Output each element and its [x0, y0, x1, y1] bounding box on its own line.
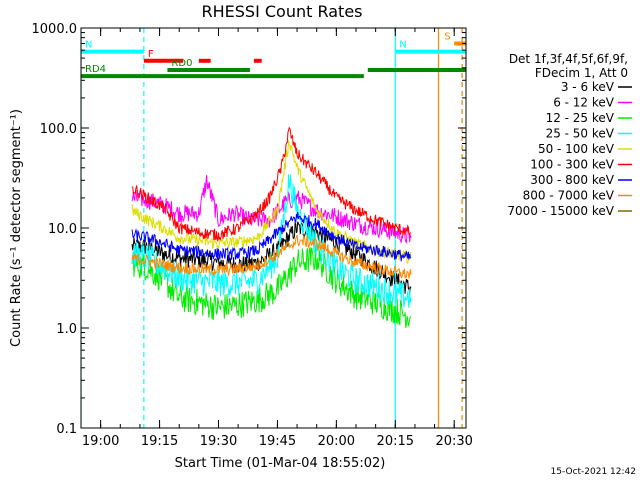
legend-label: 12 - 25 keV: [546, 111, 615, 125]
legend-label: 3 - 6 keV: [561, 80, 615, 94]
y-tick-label: 10.0: [48, 222, 77, 237]
legend-label: 800 - 7000 keV: [523, 189, 615, 203]
y-axis-label: Count Rate (s⁻¹ detector segment⁻¹): [9, 109, 24, 347]
legend-label: 25 - 50 keV: [546, 127, 615, 141]
y-tick-label: 0.1: [56, 422, 77, 437]
series-line: [131, 234, 412, 279]
state-bar-label: N: [399, 40, 406, 51]
timestamp: 15-Oct-2021 12:42: [551, 467, 636, 477]
x-tick-label: 20:00: [318, 434, 355, 449]
legend-header-line-1: Det 1f,3f,4f,5f,6f,9f,: [509, 52, 628, 66]
legend-label: 6 - 12 keV: [553, 96, 615, 110]
series-line: [131, 175, 412, 245]
state-bar-label: RD0: [171, 58, 192, 69]
x-tick-label: 19:30: [200, 434, 237, 449]
legend-header-line-2: FDecim 1, Att 0: [535, 66, 628, 80]
state-bar-label: N: [85, 40, 92, 51]
state-bar-label: F: [148, 49, 154, 60]
series-line: [132, 126, 412, 243]
x-axis-label: Start Time (01-Mar-04 18:55:02): [175, 456, 386, 471]
x-tick-label: 19:15: [141, 434, 178, 449]
series-line: [131, 174, 412, 308]
x-tick-label: 19:45: [259, 434, 296, 449]
y-tick-label: 1000.0: [32, 22, 78, 37]
legend-label: 100 - 300 keV: [530, 158, 614, 172]
x-tick-label: 20:15: [377, 434, 414, 449]
series-line: [131, 212, 412, 262]
y-tick-label: 100.0: [40, 122, 77, 137]
legend-label: 7000 - 15000 keV: [507, 204, 614, 218]
y-tick-label: 1.0: [56, 322, 77, 337]
legend-label: 50 - 100 keV: [538, 142, 615, 156]
state-bar-label: S: [444, 31, 450, 42]
state-bar-label: RD4: [85, 64, 106, 75]
series-line: [131, 140, 412, 265]
chart-title: RHESSI Count Rates: [202, 2, 363, 21]
x-tick-label: 20:30: [435, 434, 472, 449]
x-tick-label: 19:00: [82, 434, 119, 449]
legend-label: 300 - 800 keV: [530, 173, 614, 187]
legend: Det 1f,3f,4f,5f,6f,9f, FDecim 1, Att 0 3…: [507, 52, 632, 218]
